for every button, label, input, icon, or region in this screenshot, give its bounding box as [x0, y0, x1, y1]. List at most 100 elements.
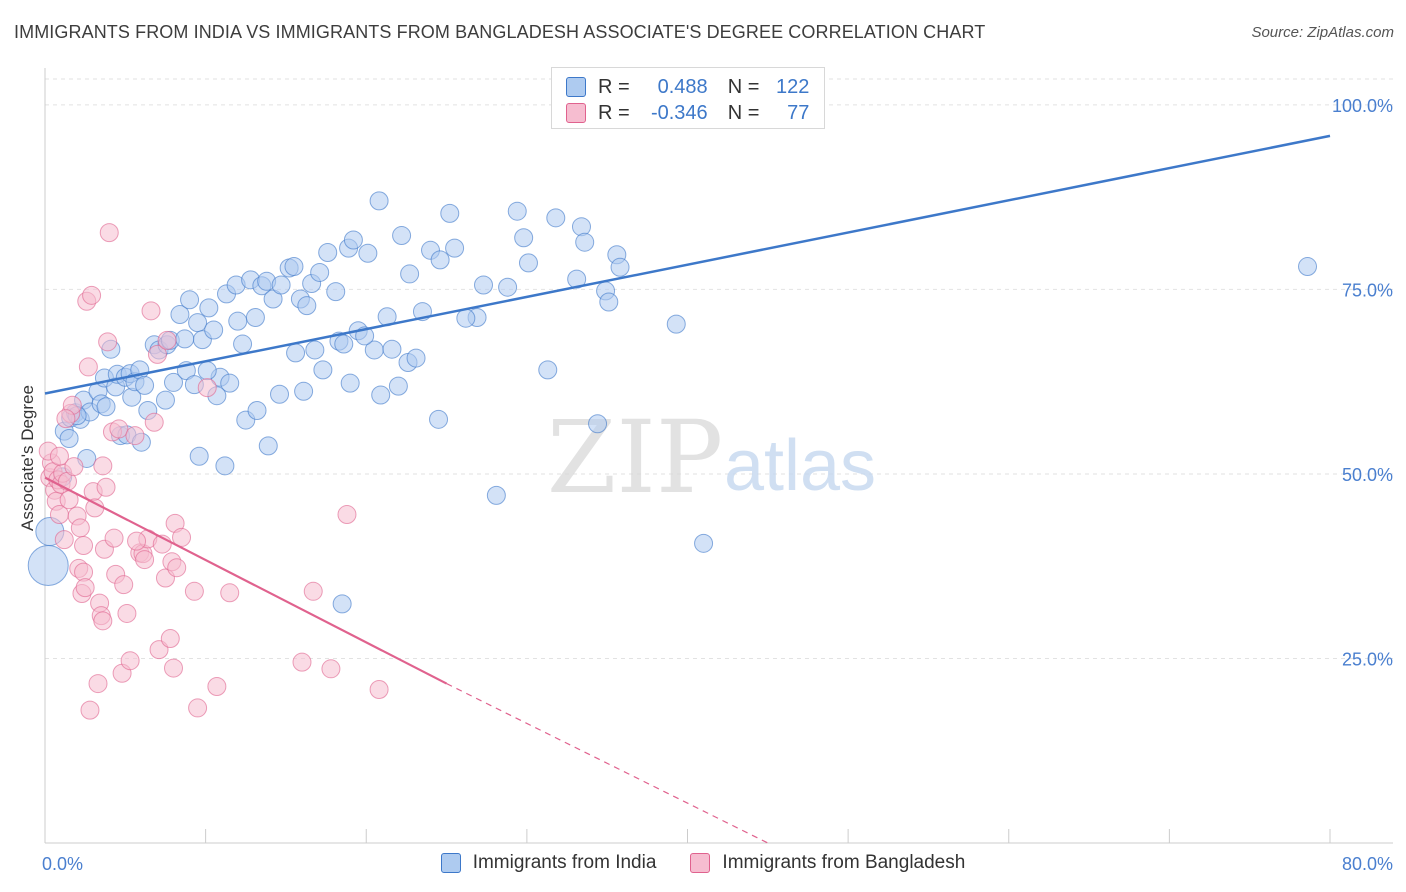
india-point [258, 436, 278, 456]
bangladesh-point [56, 409, 76, 429]
india-point [369, 191, 389, 211]
bangladesh-point [85, 498, 105, 518]
india-point [334, 334, 354, 354]
bangladesh-point [157, 330, 177, 350]
legend-row-bangladesh: R = -0.346 N = 77 [566, 101, 809, 125]
legend-row-india: R = 0.488 N = 122 [566, 75, 809, 99]
bangladesh-point [167, 558, 187, 578]
india-point [270, 384, 290, 404]
india-point [371, 385, 391, 405]
bangladesh-point [54, 530, 74, 550]
india-point [96, 397, 116, 417]
bangladesh-point [99, 223, 119, 243]
legend-r-value: -0.346 [650, 101, 708, 124]
bangladesh-point [144, 412, 164, 432]
legend-r-label: R = [598, 75, 630, 98]
india-point [571, 217, 591, 237]
bangladesh-point [49, 446, 69, 466]
india-point [326, 282, 346, 302]
india-point [666, 314, 686, 334]
bangladesh-point [337, 505, 357, 525]
bangladesh-trend-extension [446, 683, 769, 844]
india-point [392, 226, 412, 246]
india-trend-line [44, 134, 1331, 395]
india-point [175, 329, 195, 349]
india-point [430, 250, 450, 270]
bangladesh-point [93, 456, 113, 476]
bangladesh-point [70, 518, 90, 538]
india-point [388, 376, 408, 396]
bangladesh-point [160, 629, 180, 649]
legend-swatch-india [566, 77, 586, 97]
bangladesh-point [292, 652, 312, 672]
bangladesh-point [147, 344, 167, 364]
bangladesh-point [88, 674, 108, 694]
india-point [514, 228, 534, 248]
india-point [27, 544, 69, 586]
bangladesh-point [104, 528, 124, 548]
series-legend-label: Immigrants from Bangladesh [722, 852, 966, 873]
chart-title: IMMIGRANTS FROM INDIA VS IMMIGRANTS FROM… [14, 22, 986, 42]
india-point [358, 243, 378, 263]
india-point [575, 232, 595, 252]
india-point [199, 298, 219, 318]
india-point [429, 409, 449, 429]
india-point [189, 446, 209, 466]
legend-n-value: 122 [776, 75, 810, 98]
bangladesh-point [220, 583, 240, 603]
india-point [245, 307, 265, 327]
series-legend-india: Immigrants from India [440, 852, 656, 874]
bangladesh-point [64, 457, 84, 477]
bangladesh-trend-line [44, 476, 448, 685]
bangladesh-point [141, 301, 161, 321]
india-point [445, 238, 465, 258]
legend-n-value: 77 [787, 101, 810, 124]
india-point [599, 292, 619, 312]
bangladesh-point [74, 536, 94, 556]
legend-r-value: 0.488 [657, 75, 708, 98]
india-point [220, 373, 240, 393]
x-tick-label: 0.0% [42, 854, 83, 874]
india-point [1298, 257, 1318, 277]
india-point [546, 208, 566, 228]
india-point [247, 400, 267, 420]
india-point [507, 201, 527, 221]
india-point [135, 375, 155, 395]
bangladesh-point [96, 477, 116, 497]
india-point [456, 308, 476, 328]
india-point [340, 373, 360, 393]
india-point [318, 243, 338, 263]
y-tick-label: 75.0% [1342, 280, 1393, 300]
watermark-atlas: atlas [724, 426, 876, 506]
bangladesh-point [207, 677, 227, 697]
bangladesh-point [127, 531, 147, 551]
india-point [588, 414, 608, 434]
bangladesh-point [135, 550, 155, 570]
source-label: Source: ZipAtlas.com [1251, 24, 1394, 41]
bangladesh-point [120, 651, 140, 671]
india-point [59, 429, 79, 449]
india-point [164, 372, 183, 392]
bangladesh-point [80, 700, 100, 720]
india-point [188, 313, 208, 333]
india-point [294, 381, 314, 401]
india-point [610, 257, 630, 277]
bangladesh-point [197, 378, 217, 398]
bangladesh-point [369, 679, 389, 699]
india-point [170, 305, 190, 325]
india-point [332, 594, 352, 614]
legend-swatch-bangladesh [566, 103, 586, 123]
series-legend: Immigrants from India Immigrants from Ba… [0, 852, 1406, 874]
legend-n-label: N = [727, 101, 760, 124]
y-tick-label: 100.0% [1332, 96, 1393, 116]
bangladesh-point [164, 658, 183, 678]
india-point [313, 360, 333, 380]
india-point [498, 277, 518, 297]
bangladesh-point [78, 357, 98, 377]
india-point [305, 340, 325, 360]
india-point [518, 253, 538, 273]
y-tick-label: 25.0% [1342, 649, 1393, 669]
india-point [382, 339, 402, 359]
india-point [204, 320, 224, 340]
